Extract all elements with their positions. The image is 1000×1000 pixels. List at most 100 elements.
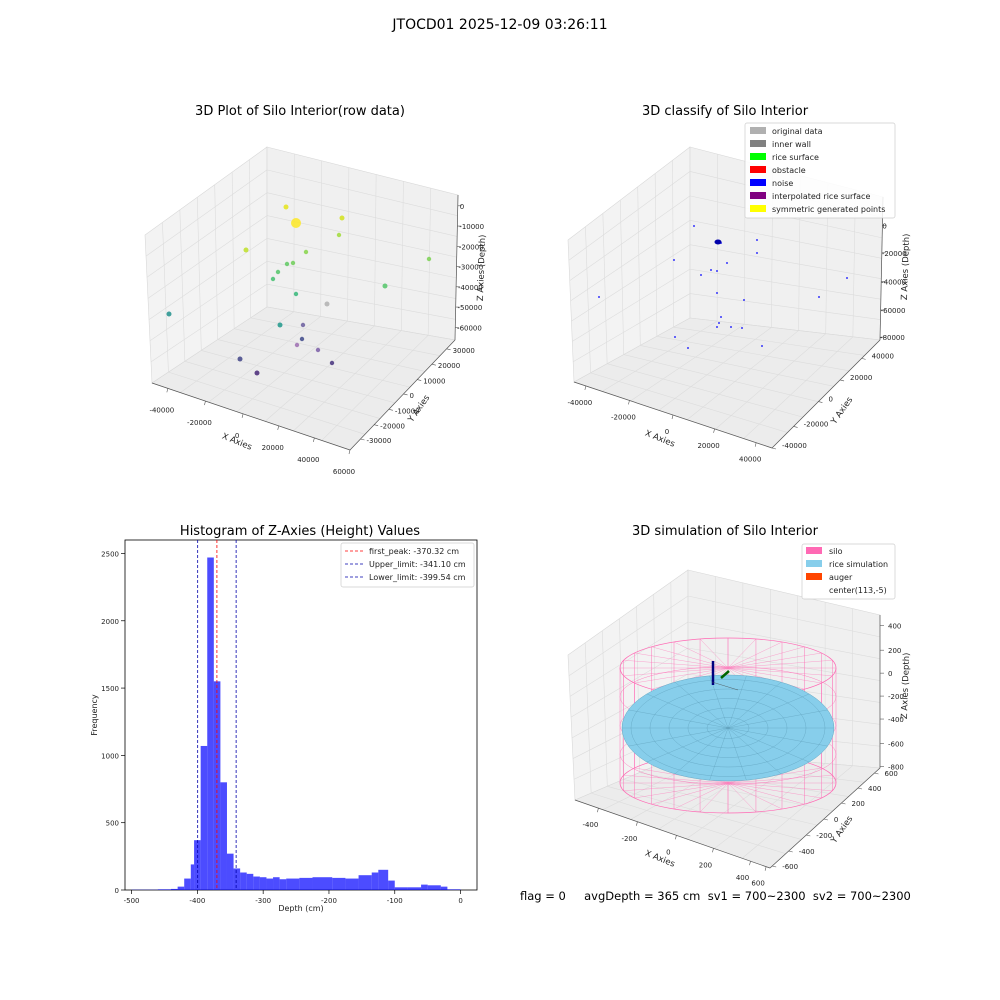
silo-spoke [651, 646, 729, 669]
noise-point [716, 326, 718, 328]
grid-line [584, 642, 592, 794]
x-tick [313, 437, 315, 443]
grid-line [149, 261, 268, 341]
histogram-bar [286, 878, 300, 890]
y-tick-label: -20000 [804, 420, 829, 428]
silo-spoke [673, 641, 729, 669]
rice-mesh-line [727, 693, 810, 729]
legend-swatch [750, 153, 766, 160]
x-tick [749, 861, 751, 866]
x-tick-label: -400 [582, 821, 598, 829]
grid-line [231, 172, 235, 329]
legend-swatch [750, 166, 766, 173]
x-tick-label: 200 [699, 861, 712, 869]
data-point [315, 347, 321, 353]
grid-line [571, 244, 691, 322]
grid-line [741, 765, 853, 859]
x-tick-label: -20000 [187, 419, 212, 427]
panel4-silo-simulation: -400-2000200400600-600-400-2000200400600… [567, 543, 912, 888]
grid-line [293, 330, 402, 432]
rice-mesh-line [727, 727, 810, 763]
grid-line [400, 181, 404, 331]
grid-line [347, 167, 350, 322]
grid-line [569, 621, 689, 697]
x-tick-label: 40000 [297, 456, 319, 464]
histogram-bar [388, 880, 395, 890]
x-tick-label: 60000 [333, 468, 355, 476]
grid-line [266, 238, 457, 279]
grid-line [686, 330, 799, 420]
histogram-bar [259, 877, 267, 890]
legend-box [340, 542, 475, 588]
grid-line [689, 219, 882, 259]
legend-swatch [806, 547, 822, 554]
grid-line [150, 283, 268, 363]
rice-mesh-line [674, 681, 729, 729]
y-axis-line [769, 767, 881, 869]
x-tick [754, 442, 757, 447]
y-tick-label: 0 [115, 887, 119, 895]
grid-line [658, 327, 772, 411]
grid-line [689, 268, 881, 300]
y-axis-line [771, 339, 881, 449]
legend-label: rice surface [772, 153, 819, 162]
legend-swatch [750, 179, 766, 186]
z-tick-label: 0 [882, 223, 886, 231]
y-tick-label: 20000 [850, 374, 872, 382]
y-tick-label: -600 [782, 863, 798, 871]
y-tick-label: 1500 [101, 685, 119, 693]
legend: first_peak: -370.32 cm Upper_limit: -341.… [340, 542, 475, 588]
legend-box [744, 122, 896, 219]
histogram-bar [266, 878, 274, 890]
noise-point [726, 262, 728, 264]
y-tick [806, 834, 811, 837]
grid-line [208, 316, 321, 403]
rice-mesh-line [727, 709, 828, 729]
grid-line [637, 186, 641, 346]
auger-line [711, 681, 739, 691]
grid-line [687, 595, 881, 638]
histogram-bar [177, 886, 185, 890]
y-tick [446, 348, 451, 351]
x-tick [628, 400, 630, 405]
grid-line [601, 630, 608, 787]
grid-line [234, 328, 426, 372]
legend-label: first_peak: -370.32 cm [369, 547, 459, 556]
grid-line [591, 792, 786, 855]
grid-line [572, 268, 691, 342]
x-tick [277, 425, 280, 430]
legend-swatch [750, 127, 766, 134]
x-axis-line [151, 382, 351, 451]
silo-spoke [727, 667, 833, 676]
z-axis-line [879, 196, 884, 341]
z-tick-label: -20000 [459, 243, 484, 251]
grid-line [264, 325, 375, 422]
x-tick [675, 835, 677, 840]
data-point [283, 204, 289, 210]
plot-area [124, 539, 478, 891]
legend-label: symmetric generated points [772, 205, 885, 214]
x-tick-label: -100 [387, 897, 403, 905]
y-tick [788, 850, 793, 853]
legend-label: Lower_limit: -399.54 cm [369, 573, 466, 582]
y-tick [417, 379, 422, 381]
x-tick-label: 0 [665, 428, 669, 436]
grid-line [569, 195, 691, 281]
z-tick-label: -20000 [882, 250, 907, 258]
noise-cluster [714, 239, 722, 245]
grid-line [619, 618, 624, 780]
histogram-bar [440, 886, 448, 890]
grid-line [145, 169, 268, 257]
silo-spoke [699, 782, 729, 813]
data-point [290, 260, 296, 266]
legend-label: noise [772, 179, 793, 188]
grid-line [266, 192, 458, 237]
z-tick-label: 0 [888, 670, 892, 678]
noise-point [761, 345, 763, 347]
legend-swatch [806, 560, 822, 567]
silo-spoke [727, 660, 833, 669]
rice-mesh-line [727, 681, 782, 729]
silo-spoke [651, 782, 729, 805]
figure-title: JTOCD01 2025-12-09 03:26:11 [392, 17, 608, 33]
grid-line [570, 647, 689, 718]
